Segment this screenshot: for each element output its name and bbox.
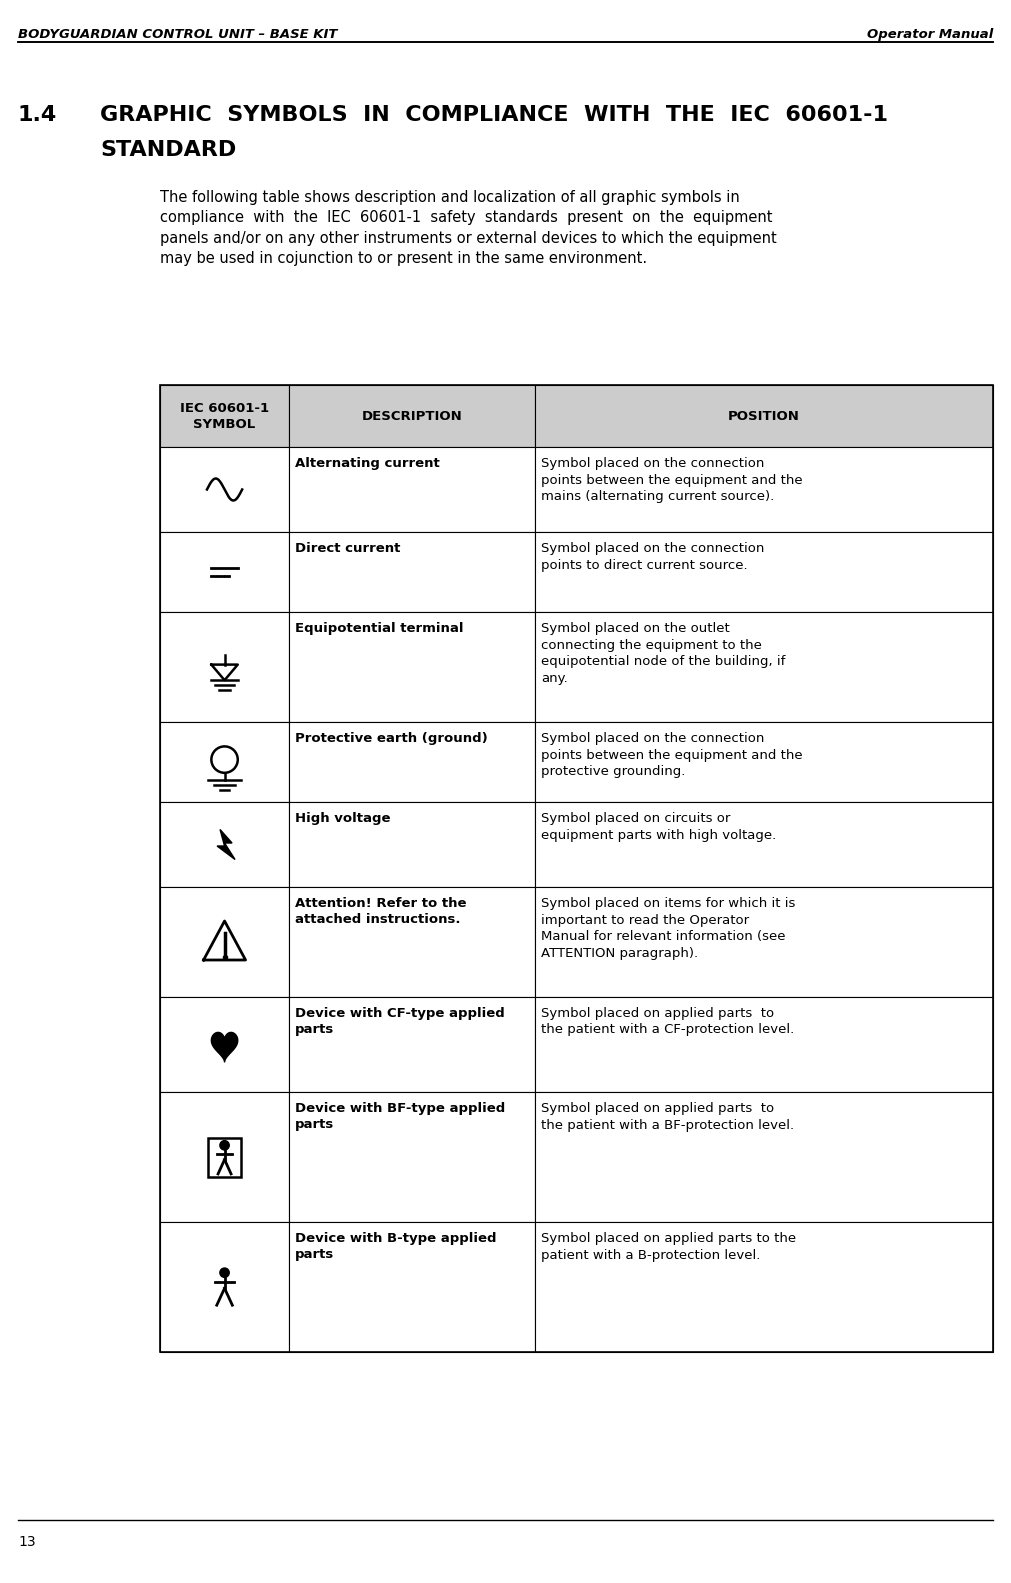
Text: Device with CF-type applied
parts: Device with CF-type applied parts: [295, 1007, 504, 1035]
Bar: [160, 385, 993, 1352]
Bar: [160, 886, 289, 997]
Bar: [160, 446, 289, 532]
Bar: [289, 997, 535, 1092]
Bar: [160, 613, 289, 722]
Bar: [535, 613, 993, 722]
Bar: [535, 385, 993, 446]
Text: BODYGUARDIAN CONTROL UNIT – BASE KIT: BODYGUARDIAN CONTROL UNIT – BASE KIT: [18, 28, 338, 41]
Bar: [289, 532, 535, 613]
Text: GRAPHIC  SYMBOLS  IN  COMPLIANCE  WITH  THE  IEC  60601-1: GRAPHIC SYMBOLS IN COMPLIANCE WITH THE I…: [100, 104, 888, 125]
Text: Symbol placed on applied parts  to
the patient with a BF-protection level.: Symbol placed on applied parts to the pa…: [541, 1102, 794, 1132]
Bar: [289, 722, 535, 803]
Bar: [160, 722, 289, 803]
Text: Symbol placed on the connection
points to direct current source.: Symbol placed on the connection points t…: [541, 541, 764, 571]
Text: Symbol placed on circuits or
equipment parts with high voltage.: Symbol placed on circuits or equipment p…: [541, 812, 776, 842]
Text: Symbol placed on items for which it is
important to read the Operator
Manual for: Symbol placed on items for which it is i…: [541, 898, 796, 959]
Bar: [160, 1092, 289, 1222]
Bar: [535, 532, 993, 613]
Bar: [535, 722, 993, 803]
Polygon shape: [217, 829, 235, 860]
Text: DESCRIPTION: DESCRIPTION: [362, 410, 462, 423]
Bar: [535, 1092, 993, 1222]
Bar: [160, 532, 289, 613]
Text: Direct current: Direct current: [295, 541, 400, 556]
Circle shape: [219, 1268, 229, 1277]
Text: Equipotential terminal: Equipotential terminal: [295, 622, 464, 635]
Text: Device with B-type applied
parts: Device with B-type applied parts: [295, 1232, 496, 1262]
Bar: [535, 1222, 993, 1352]
Bar: [207, 1138, 242, 1176]
Text: Attention! Refer to the
attached instructions.: Attention! Refer to the attached instruc…: [295, 898, 467, 926]
Polygon shape: [211, 1032, 238, 1062]
Text: IEC 60601-1
SYMBOL: IEC 60601-1 SYMBOL: [180, 402, 269, 431]
Text: Protective earth (ground): Protective earth (ground): [295, 731, 488, 746]
Bar: [160, 385, 289, 446]
Bar: [289, 1222, 535, 1352]
Circle shape: [219, 1141, 229, 1149]
Text: POSITION: POSITION: [728, 410, 800, 423]
Bar: [289, 385, 535, 446]
Text: High voltage: High voltage: [295, 812, 390, 825]
Text: Symbol placed on the outlet
connecting the equipment to the
equipotential node o: Symbol placed on the outlet connecting t…: [541, 622, 786, 684]
Text: Symbol placed on applied parts  to
the patient with a CF-protection level.: Symbol placed on applied parts to the pa…: [541, 1007, 794, 1037]
Text: Symbol placed on the connection
points between the equipment and the
protective : Symbol placed on the connection points b…: [541, 731, 803, 777]
Text: Alternating current: Alternating current: [295, 457, 440, 470]
Bar: [535, 446, 993, 532]
Text: Device with BF-type applied
parts: Device with BF-type applied parts: [295, 1102, 506, 1130]
Bar: [289, 803, 535, 886]
Bar: [289, 613, 535, 722]
Text: STANDARD: STANDARD: [100, 139, 237, 160]
Bar: [535, 997, 993, 1092]
Bar: [289, 446, 535, 532]
Text: Symbol placed on applied parts to the
patient with a B-protection level.: Symbol placed on applied parts to the pa…: [541, 1232, 796, 1262]
Text: 1.4: 1.4: [18, 104, 58, 125]
Bar: [160, 1222, 289, 1352]
Text: Symbol placed on the connection
points between the equipment and the
mains (alte: Symbol placed on the connection points b…: [541, 457, 803, 503]
Bar: [535, 803, 993, 886]
Text: Operator Manual: Operator Manual: [866, 28, 993, 41]
Text: The following table shows description and localization of all graphic symbols in: The following table shows description an…: [160, 190, 776, 266]
Bar: [289, 886, 535, 997]
Bar: [160, 997, 289, 1092]
Text: 13: 13: [18, 1536, 35, 1550]
Bar: [160, 803, 289, 886]
Bar: [289, 1092, 535, 1222]
Bar: [535, 886, 993, 997]
